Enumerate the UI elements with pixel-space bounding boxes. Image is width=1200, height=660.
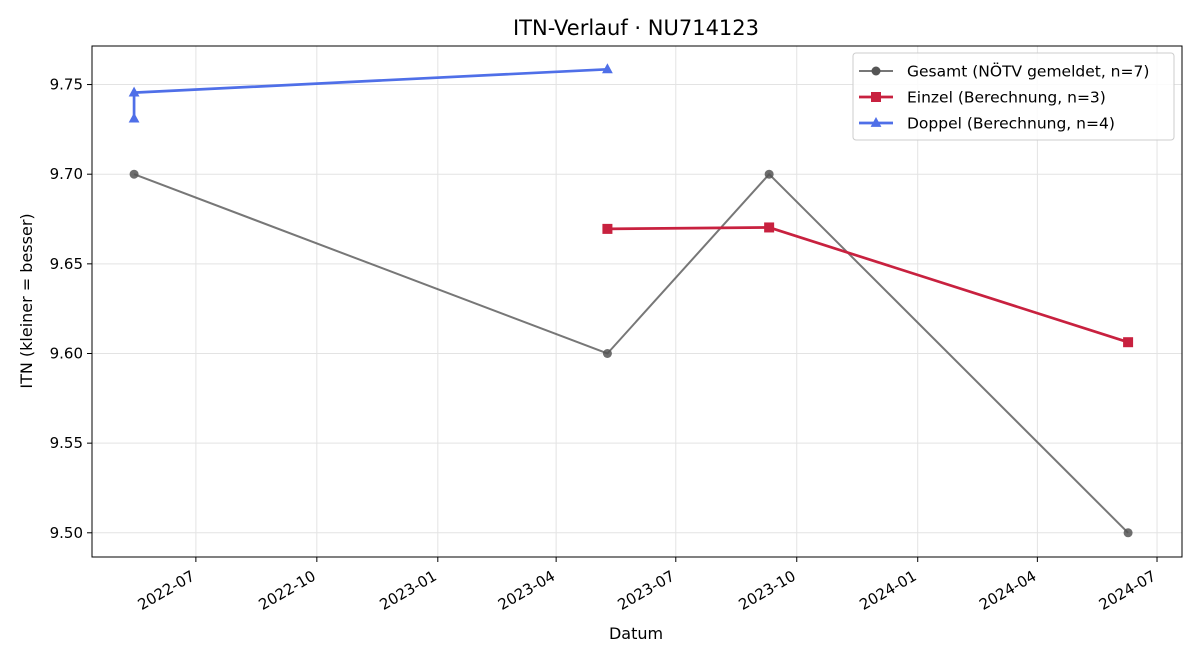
grid-lines — [92, 46, 1182, 557]
data-point — [764, 169, 774, 179]
series-circle — [129, 169, 1133, 538]
series-line — [607, 226, 1129, 344]
legend-marker — [871, 66, 881, 76]
x-tick-label: 2024-07 — [1096, 567, 1159, 614]
legend-label: Gesamt (NÖTV gemeldet, n=7) — [907, 62, 1149, 81]
y-tick-label: 9.70 — [50, 165, 83, 183]
legend-entry: Gesamt (NÖTV gemeldet, n=7) — [859, 62, 1149, 81]
legend-box — [852, 52, 1175, 141]
x-tick-label: 2024-04 — [976, 567, 1039, 614]
y-tick-label: 9.75 — [50, 76, 83, 94]
legend-marker — [870, 117, 882, 127]
data-point — [1123, 528, 1133, 538]
plot-area-frame — [91, 45, 1183, 558]
data-point — [1123, 337, 1134, 348]
legend-entry: Einzel (Berechnung, n=3) — [859, 89, 1106, 107]
legend-entry: Doppel (Berechnung, n=4) — [859, 115, 1115, 133]
y-tick-label: 9.50 — [50, 524, 83, 542]
series-line — [132, 67, 608, 119]
x-tick-label: 2024-01 — [856, 567, 919, 614]
series-layer — [128, 63, 1134, 538]
legend-label: Einzel (Berechnung, n=3) — [907, 89, 1106, 107]
y-axis-title: ITN (kleiner = besser) — [17, 213, 36, 388]
x-tick-label: 2022-07 — [135, 567, 198, 614]
x-tick-label: 2022-10 — [256, 567, 319, 614]
y-tick-label: 9.60 — [50, 344, 83, 362]
data-point — [128, 112, 140, 123]
x-tick-label: 2023-10 — [735, 567, 798, 614]
series-square — [602, 222, 1134, 348]
y-tick-label: 9.55 — [50, 434, 83, 452]
chart-title: ITN-Verlauf · NU714123 — [513, 16, 759, 40]
x-tick-label: 2023-07 — [614, 567, 677, 614]
data-point — [129, 169, 139, 179]
data-point — [602, 63, 613, 74]
y-tick-label: 9.65 — [50, 255, 83, 273]
x-axis-title: Datum — [609, 624, 663, 643]
legend-label: Doppel (Berechnung, n=4) — [907, 115, 1115, 133]
chart-legend: Gesamt (NÖTV gemeldet, n=7) Einzel (Berec… — [852, 52, 1175, 141]
legend-marker — [871, 92, 881, 102]
data-point — [764, 222, 775, 233]
series-triangle — [128, 63, 613, 123]
data-point — [602, 348, 612, 358]
series-line — [133, 173, 1129, 534]
x-tick-label: 2023-04 — [495, 567, 558, 614]
x-tick-label: 2023-01 — [377, 567, 440, 614]
data-point — [602, 223, 613, 234]
data-point — [128, 86, 140, 97]
